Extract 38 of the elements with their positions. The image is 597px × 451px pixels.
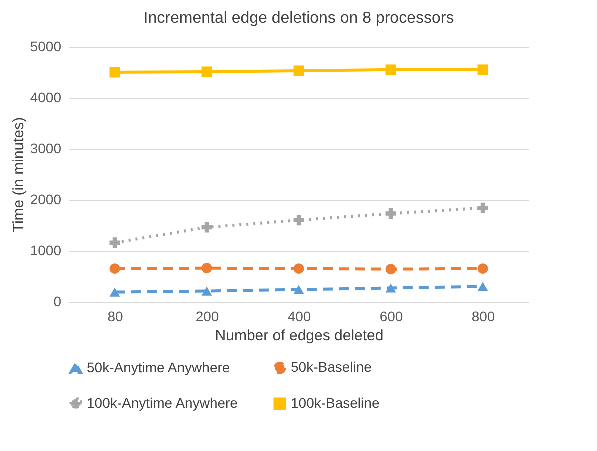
x-tick-label: 80 [108, 308, 124, 324]
point [110, 67, 120, 78]
point [478, 282, 488, 292]
y-tick-label: 2000 [30, 192, 62, 208]
y-tick-label: 5000 [30, 38, 62, 54]
point [386, 264, 396, 275]
legend-label: 50k-Anytime Anywhere [87, 359, 230, 376]
point [110, 288, 120, 297]
y-axis-title: Time (in minutes) [10, 117, 28, 233]
x-axis-title: Number of edges deleted [215, 328, 384, 344]
point [478, 64, 488, 76]
point [202, 286, 212, 296]
legend-label: 50k-Baseline [291, 359, 372, 376]
legend-label: 100k-Anytime Anywhere [87, 395, 238, 411]
point [478, 202, 488, 214]
point [294, 285, 304, 294]
y-tick-label: 3000 [30, 140, 62, 156]
y-tick-label: 1000 [30, 242, 62, 258]
point [294, 66, 304, 76]
x-tick-label: 400 [288, 308, 312, 324]
legend-label: 100k-Baseline [291, 395, 380, 411]
y-tick-label: 0 [54, 294, 62, 310]
y-tick-label: 4000 [30, 90, 62, 106]
point [202, 263, 212, 274]
point [478, 264, 488, 274]
point [294, 264, 304, 274]
point [110, 238, 120, 248]
point [294, 215, 304, 226]
x-tick-label: 800 [472, 308, 496, 324]
point [386, 208, 396, 220]
point [386, 284, 396, 293]
x-tick-label: 200 [196, 308, 220, 324]
point [110, 264, 120, 274]
point [202, 222, 212, 233]
x-tick-label: 600 [380, 308, 404, 324]
point [386, 64, 396, 76]
point [202, 66, 212, 78]
chart-title: Incremental edge deletions on 8 processors [144, 10, 454, 27]
